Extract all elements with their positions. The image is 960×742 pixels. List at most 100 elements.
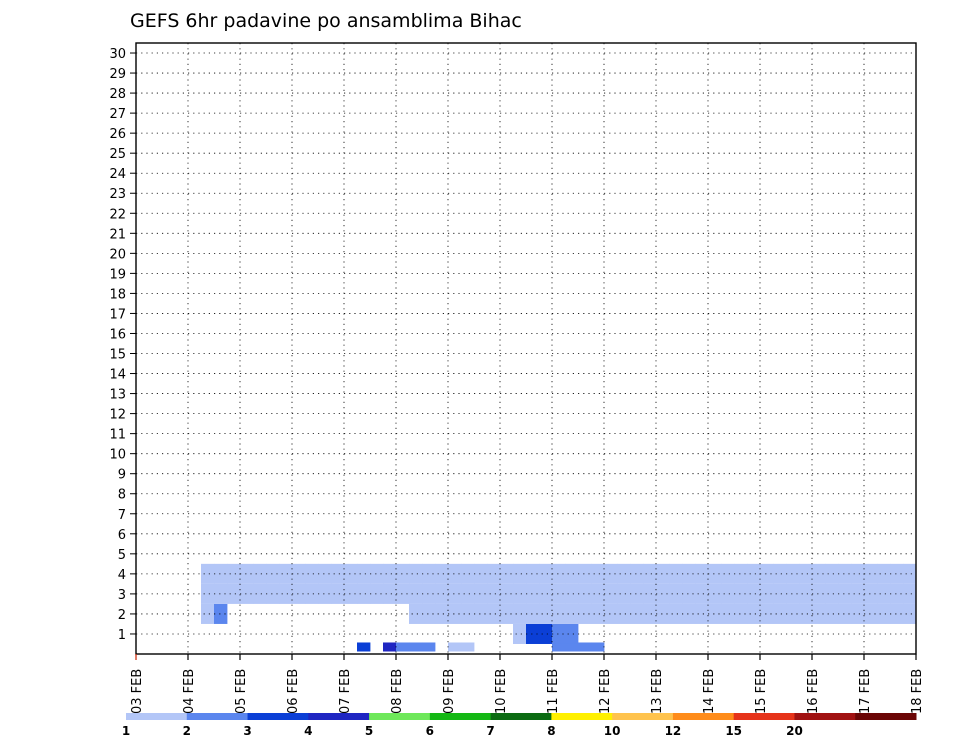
data-cell [617,603,631,624]
data-cell [461,583,475,604]
colorbar-label: 6 [426,724,434,738]
data-cell [448,642,462,652]
data-cell [786,603,800,624]
colorbar-label: 7 [486,724,494,738]
data-cell [552,642,566,652]
data-cell [617,583,631,604]
x-tick-label: 07 FEB [338,669,353,714]
data-cell [227,583,241,604]
data-cell [461,642,475,652]
data-cell [851,583,865,604]
data-cell [578,642,592,652]
data-cell [708,583,722,604]
y-tick-label: 13 [109,388,126,403]
data-cell [656,583,670,604]
data-cell [591,583,605,604]
data-cell [409,642,423,652]
data-cell [890,583,904,604]
data-cell [682,583,696,604]
data-cell [825,583,839,604]
data-cell [253,563,267,584]
x-tick-label: 10 FEB [494,669,509,714]
data-cell [539,563,553,584]
x-tick-label: 14 FEB [702,669,717,714]
colorbar-label: 2 [183,724,191,738]
chart-title: GEFS 6hr padavine po ansamblima Bihac [130,10,522,32]
data-cell [838,603,852,624]
data-cell [578,603,592,624]
data-cell [305,583,319,604]
y-tick-label: 23 [109,187,126,202]
y-tick-label: 19 [109,267,126,282]
y-tick-label: 5 [118,548,126,563]
data-cell [747,583,761,604]
data-cell [890,603,904,624]
data-cell [435,603,449,624]
data-cell [422,563,436,584]
plot-frame [135,42,917,655]
y-tick-label: 16 [109,327,126,342]
data-cell [266,563,280,584]
data-cell [747,563,761,584]
data-cell [760,563,774,584]
colorbar-label: 4 [304,724,312,738]
data-cell [214,583,228,604]
y-tick-label: 20 [109,247,126,262]
grid-lines [136,43,916,654]
data-cell [604,563,618,584]
data-cell [396,642,410,652]
data-cell [318,583,332,604]
data-cell [396,563,410,584]
y-axis: 1234567891011121314151617181920212223242… [109,47,136,643]
y-tick-label: 7 [118,508,126,523]
x-axis: 03 FEB 04 FEB 05 FEB 06 FEB 07 FEB 08 FEB 09 F… [130,654,925,714]
data-cell [630,563,644,584]
data-cell [591,603,605,624]
data-cell [422,603,436,624]
data-cell [565,563,579,584]
data-cell [513,583,527,604]
data-cell [669,563,683,584]
data-cell [383,563,397,584]
data-cell [448,603,462,624]
data-cell [526,623,540,644]
x-tick-label: 18 FEB [910,669,925,714]
data-cell [786,563,800,584]
data-cell [578,583,592,604]
data-cell [513,623,527,644]
data-cell [656,603,670,624]
data-cell [825,603,839,624]
data-cell [474,583,488,604]
colorbar-swatch [126,713,188,720]
y-tick-label: 24 [109,167,126,182]
data-cell [240,563,254,584]
data-cell [500,583,514,604]
data-cell [552,623,566,644]
data-cell [370,563,384,584]
data-cell [539,583,553,604]
data-cell [747,603,761,624]
colorbar-swatch [247,713,309,720]
data-cell [760,603,774,624]
data-cell [799,583,813,604]
data-cell [409,563,423,584]
data-cell [357,563,371,584]
data-cell [201,563,215,584]
data-cell [487,603,501,624]
data-cell [526,563,540,584]
data-cell [500,563,514,584]
data-cell [708,603,722,624]
data-cell [721,603,735,624]
y-tick-label: 18 [109,287,126,302]
y-tick-label: 14 [109,368,126,383]
data-cell [864,603,878,624]
data-cell [422,583,436,604]
data-cell [266,583,280,604]
data-cell [448,563,462,584]
data-cell [812,563,826,584]
data-cell [786,583,800,604]
colorbar-swatch [612,713,674,720]
y-tick-label: 2 [118,608,126,623]
data-cell [695,603,709,624]
data-cell [474,603,488,624]
